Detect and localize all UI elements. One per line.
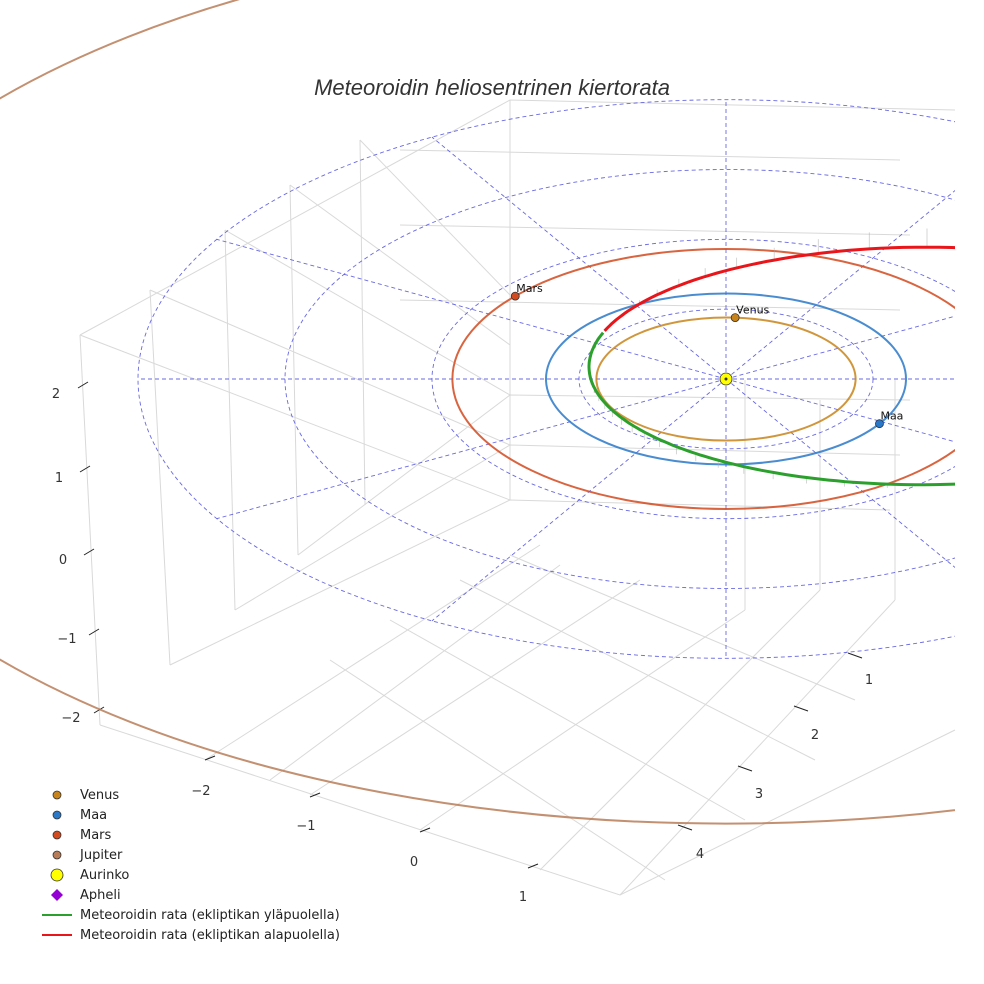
- legend-label: Meteoroidin rata (ekliptikan yläpuolella…: [80, 907, 340, 923]
- y-tick-labels: 1 2 3 4: [696, 673, 873, 862]
- reference-spoke: [725, 190, 955, 380]
- meteoroid-orbit-below: [603, 245, 955, 332]
- legend-label: Apheli: [80, 887, 121, 903]
- legend-label: Venus: [80, 787, 120, 803]
- y-tick-label: 2: [811, 728, 819, 743]
- legend-symbol-dot: [40, 845, 74, 865]
- z-tick-label: 0: [59, 553, 67, 568]
- planet-label: Maa: [880, 410, 903, 423]
- reference-ring: [137, 99, 955, 659]
- y-axis-ticks: [677, 652, 863, 831]
- sun-center: [724, 377, 728, 381]
- orbit-jupiter: [0, 0, 955, 825]
- legend-item[interactable]: Meteoroidin rata (ekliptikan yläpuolella…: [40, 905, 340, 925]
- planet-mars: [510, 291, 520, 301]
- orbit-scene: Venus Maa Mars: [0, 0, 955, 825]
- x-tick-labels: −2 −1 0 1: [191, 784, 527, 905]
- axes-box: [79, 99, 956, 896]
- legend-label: Mars: [80, 827, 112, 843]
- orbit-mars: [451, 248, 955, 510]
- z-tick-label: 1: [55, 471, 63, 486]
- legend-item[interactable]: Apheli: [40, 885, 340, 905]
- legend-item[interactable]: Jupiter: [40, 845, 340, 865]
- legend-item[interactable]: Mars: [40, 825, 340, 845]
- legend-label: Aurinko: [80, 867, 130, 883]
- reference-spoke: [431, 136, 727, 380]
- x-tick-label: 0: [410, 855, 418, 870]
- x-tick-label: 1: [519, 890, 527, 905]
- reference-ring: [284, 169, 955, 589]
- reference-spoke: [725, 378, 955, 443]
- legend-symbol-dot: [40, 825, 74, 845]
- legend: Venus Maa Mars Jupiter Aurinko Apheli Meteoroi…: [40, 785, 340, 945]
- legend-label: Maa: [80, 807, 108, 823]
- z-tick-labels: 2 1 0 −1 −2: [52, 387, 81, 726]
- x-tick-label: −2: [191, 784, 210, 799]
- z-tick-label: −1: [57, 632, 76, 647]
- chart-title: Meteoroidin heliosentrinen kiertorata: [314, 75, 670, 100]
- planet-label: Mars: [516, 282, 543, 295]
- legend-symbol-sun: [40, 865, 74, 885]
- legend-symbol-dot: [40, 805, 74, 825]
- legend-symbol-dot: [40, 785, 74, 805]
- legend-symbol-diamond: [40, 885, 74, 905]
- reference-spoke: [725, 378, 955, 568]
- y-tick-label: 3: [755, 787, 763, 802]
- legend-symbol-line: [40, 905, 74, 925]
- planet-venus: [730, 313, 740, 322]
- legend-item[interactable]: Meteoroidin rata (ekliptikan alapuolella…: [40, 925, 340, 945]
- z-tick-label: 2: [52, 387, 60, 402]
- y-tick-label: 1: [865, 673, 873, 688]
- planet-maa: [875, 419, 884, 429]
- y-tick-label: 4: [696, 847, 704, 862]
- legend-label: Jupiter: [80, 847, 123, 863]
- legend-item[interactable]: Aurinko: [40, 865, 340, 885]
- legend-label: Meteoroidin rata (ekliptikan alapuolella…: [80, 927, 340, 943]
- x-axis-ticks: [204, 755, 539, 869]
- orbit-venus: [595, 316, 857, 442]
- planet-label: Venus: [736, 304, 769, 317]
- legend-symbol-line: [40, 925, 74, 945]
- meteoroid-orbit-above: [587, 331, 955, 487]
- legend-item[interactable]: Venus: [40, 785, 340, 805]
- x-tick-label: −1: [296, 819, 315, 834]
- orbit-maa: [545, 292, 907, 466]
- reference-spoke: [431, 378, 727, 622]
- legend-item[interactable]: Maa: [40, 805, 340, 825]
- z-tick-label: −2: [61, 711, 80, 726]
